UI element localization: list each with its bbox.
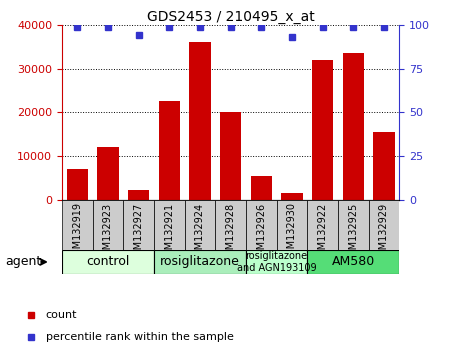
Bar <box>369 200 399 250</box>
Bar <box>215 200 246 250</box>
Bar <box>97 147 119 200</box>
Text: percentile rank within the sample: percentile rank within the sample <box>46 332 234 342</box>
Text: GSM132921: GSM132921 <box>164 202 174 262</box>
Text: GSM132924: GSM132924 <box>195 202 205 262</box>
Text: rosiglitazone
and AGN193109: rosiglitazone and AGN193109 <box>237 251 316 273</box>
Bar <box>251 176 272 200</box>
Bar <box>308 200 338 250</box>
Text: rosiglitazone: rosiglitazone <box>160 256 240 268</box>
Bar <box>154 250 246 274</box>
Bar <box>308 250 399 274</box>
Bar <box>246 200 277 250</box>
Text: control: control <box>86 256 129 268</box>
Text: AM580: AM580 <box>332 256 375 268</box>
Bar <box>338 200 369 250</box>
Text: GSM132922: GSM132922 <box>318 202 328 262</box>
Bar <box>342 53 364 200</box>
Bar <box>62 200 93 250</box>
Bar <box>154 200 185 250</box>
Bar <box>220 113 241 200</box>
Text: agent: agent <box>5 255 41 268</box>
Text: GSM132929: GSM132929 <box>379 202 389 262</box>
Bar <box>93 200 123 250</box>
Text: GSM132928: GSM132928 <box>226 202 235 262</box>
Text: GSM132925: GSM132925 <box>348 202 358 262</box>
Text: GSM132927: GSM132927 <box>134 202 144 262</box>
Bar <box>281 193 303 200</box>
Bar <box>158 102 180 200</box>
Bar <box>185 200 215 250</box>
Text: GSM132919: GSM132919 <box>73 202 82 262</box>
Bar <box>246 250 308 274</box>
Bar <box>277 200 308 250</box>
Bar <box>67 169 88 200</box>
Title: GDS2453 / 210495_x_at: GDS2453 / 210495_x_at <box>147 10 314 24</box>
Bar <box>62 250 154 274</box>
Text: GSM132926: GSM132926 <box>256 202 266 262</box>
Text: GSM132923: GSM132923 <box>103 202 113 262</box>
Bar <box>373 132 395 200</box>
Text: GSM132930: GSM132930 <box>287 202 297 262</box>
Bar <box>312 60 333 200</box>
Bar <box>128 190 149 200</box>
Bar <box>123 200 154 250</box>
Text: count: count <box>46 310 77 320</box>
Bar <box>189 42 211 200</box>
